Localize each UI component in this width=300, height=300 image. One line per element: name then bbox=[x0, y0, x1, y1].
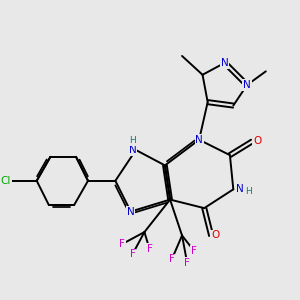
Text: N: N bbox=[129, 145, 136, 155]
Text: F: F bbox=[130, 249, 135, 259]
Text: N: N bbox=[243, 80, 251, 90]
Text: N: N bbox=[195, 135, 203, 145]
Text: F: F bbox=[169, 254, 175, 264]
Text: F: F bbox=[191, 246, 197, 256]
Text: F: F bbox=[184, 258, 190, 268]
Text: N: N bbox=[236, 184, 243, 194]
Text: N: N bbox=[221, 58, 229, 68]
Text: O: O bbox=[211, 230, 219, 241]
Text: F: F bbox=[147, 244, 152, 254]
Text: H: H bbox=[245, 187, 252, 196]
Text: F: F bbox=[119, 239, 125, 249]
Text: Cl: Cl bbox=[1, 176, 11, 186]
Text: O: O bbox=[253, 136, 261, 146]
Text: N: N bbox=[127, 206, 135, 217]
Text: H: H bbox=[129, 136, 136, 145]
